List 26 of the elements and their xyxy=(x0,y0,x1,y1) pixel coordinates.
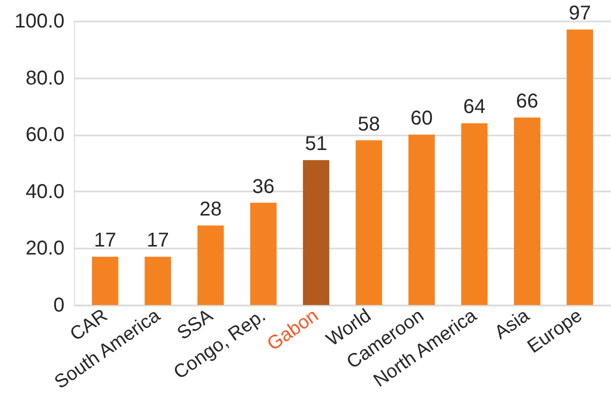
y-tick-label: 100.0 xyxy=(14,10,64,32)
data-label: 17 xyxy=(146,230,169,252)
bar xyxy=(356,140,382,305)
y-tick-label: 0 xyxy=(53,294,64,316)
y-tick-label: 40.0 xyxy=(26,180,64,203)
bar xyxy=(250,202,277,305)
bar xyxy=(408,134,435,305)
data-label: 17 xyxy=(94,230,116,252)
bar xyxy=(92,256,118,305)
data-label: 36 xyxy=(252,176,274,198)
data-label: 64 xyxy=(463,96,486,118)
y-tick-label: 20.0 xyxy=(26,238,64,260)
bar xyxy=(144,256,172,305)
data-label: 28 xyxy=(200,198,222,220)
data-label: 97 xyxy=(568,2,591,25)
bar xyxy=(566,30,594,305)
data-label: 58 xyxy=(358,113,380,136)
y-tick-label: 80.0 xyxy=(26,67,64,90)
bar xyxy=(461,123,488,305)
bar xyxy=(514,118,540,305)
data-label: 66 xyxy=(516,90,538,113)
bar xyxy=(197,225,224,305)
data-label: 60 xyxy=(410,108,433,130)
bar xyxy=(302,160,330,305)
data-label: 51 xyxy=(305,133,328,156)
y-tick-label: 60.0 xyxy=(26,124,64,146)
